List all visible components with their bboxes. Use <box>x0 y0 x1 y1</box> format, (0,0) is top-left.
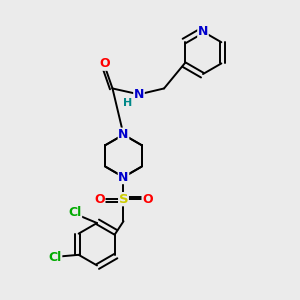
Text: O: O <box>100 57 110 70</box>
Text: O: O <box>142 193 153 206</box>
Text: O: O <box>94 193 105 206</box>
Text: Cl: Cl <box>68 206 82 219</box>
Text: N: N <box>134 88 144 101</box>
Text: Cl: Cl <box>49 251 62 264</box>
Text: N: N <box>198 25 208 38</box>
Text: N: N <box>118 128 129 141</box>
Text: N: N <box>118 171 129 184</box>
Text: S: S <box>119 193 128 206</box>
Text: H: H <box>123 98 132 108</box>
